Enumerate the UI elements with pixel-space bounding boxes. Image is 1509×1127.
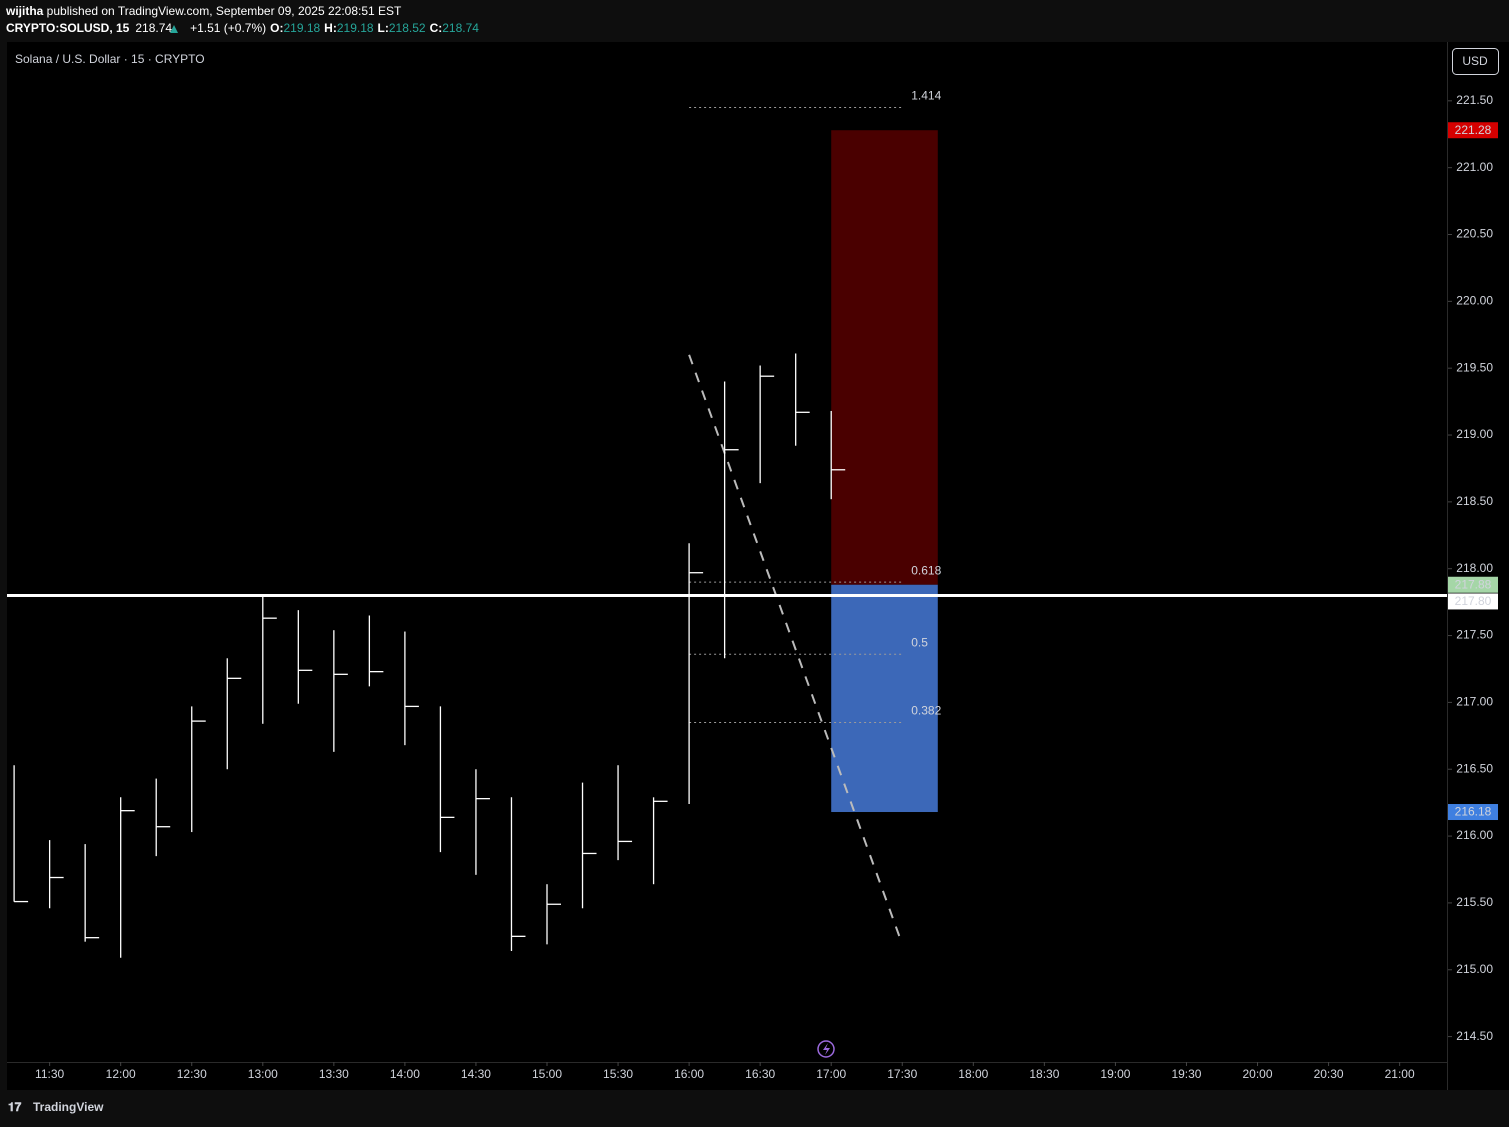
y-tick-label: 219.00 [1456,427,1493,441]
x-tick-label: 12:30 [177,1067,207,1081]
y-tick-label: 216.00 [1456,828,1493,842]
x-tick-label: 18:00 [958,1067,988,1081]
x-tick-label: 11:30 [35,1067,64,1081]
x-tick-label: 20:00 [1243,1067,1273,1081]
x-tick-label: 12:00 [106,1067,136,1081]
x-tick-label: 19:30 [1171,1067,1201,1081]
y-tick-label: 217.00 [1456,695,1493,709]
symbol-line: CRYPTO:SOLUSD, 15 218.74 +1.51 (+0.7%) O:21… [6,21,479,35]
currency[interactable]: USD [1462,54,1488,68]
price-badge-label: 216.18 [1455,805,1492,819]
high-label: H: [324,21,337,35]
price-badge-label: 217.88 [1455,577,1492,591]
x-tick-label: 20:30 [1314,1067,1344,1081]
open-value: 219.18 [283,21,320,35]
y-tick-label: 218.00 [1456,561,1493,575]
x-tick-label: 15:00 [532,1067,562,1081]
x-tick-label: 21:00 [1385,1067,1415,1081]
last-price: 218.74 [135,21,172,35]
target-zone [831,584,938,813]
y-tick-label: 221.50 [1456,93,1493,107]
publish-line: wijitha published on TradingView.com, Se… [5,4,402,18]
y-tick-label: 215.00 [1456,962,1493,976]
y-tick-label: 217.50 [1456,628,1493,642]
events-icon-bolt [823,1043,830,1055]
price-axis [1448,42,1509,1090]
x-tick-label: 14:30 [461,1067,491,1081]
close-label: C: [430,21,443,35]
x-tick-label: 17:00 [816,1067,846,1081]
low-value: 218.52 [389,21,426,35]
x-tick-label: 16:30 [745,1067,775,1081]
y-tick-label: 220.50 [1456,227,1493,241]
y-tick-label: 216.50 [1456,761,1493,775]
x-tick-label: 16:00 [674,1067,704,1081]
price-badge-label: 221.28 [1455,123,1492,137]
fib-label: 0.382 [911,704,941,718]
x-tick-label: 13:00 [248,1067,278,1081]
x-tick-label: 13:30 [319,1067,349,1081]
symbol: CRYPTO:SOLUSD, 15 [6,21,130,35]
chart-area [7,42,1447,1090]
price-badge [1448,576,1498,593]
events-icon[interactable] [817,1040,835,1058]
y-tick-label: 219.50 [1456,360,1493,374]
price-badge [1448,804,1498,821]
fib-label: 0.618 [911,563,941,577]
x-tick-label: 14:00 [390,1067,420,1081]
x-tick-label: 15:30 [603,1067,633,1081]
x-tick-label: 18:30 [1029,1067,1059,1081]
up-arrow [170,25,178,33]
high-value: 219.18 [337,21,374,35]
brand: TradingView [33,1100,104,1114]
price-badge [1448,593,1498,610]
price-badge [1448,122,1498,139]
published: published on TradingView.com, September … [43,4,402,18]
price-badge-label: 217.80 [1455,594,1492,608]
open-label: O: [270,21,283,35]
fib-label: 0.5 [911,635,928,649]
low-label: L: [378,21,389,35]
y-tick-label: 214.50 [1456,1029,1493,1043]
x-tick-label: 19:00 [1100,1067,1130,1081]
y-tick-label: 218.50 [1456,494,1493,508]
logo-mark: 𝟏𝟕 [8,1100,22,1114]
y-tick-label: 215.50 [1456,895,1493,909]
y-tick-label: 221.00 [1456,160,1493,174]
stop-zone [831,130,938,585]
fib-label: 1.414 [911,89,941,103]
x-tick-label: 17:30 [887,1067,917,1081]
currency-button[interactable] [1452,48,1499,75]
user: wijitha [5,4,44,18]
chart-title: Solana / U.S. Dollar · 15 · CRYPTO [15,52,205,66]
y-tick-label: 220.00 [1456,294,1493,308]
change: +1.51 (+0.7%) [190,21,266,35]
close-value: 218.74 [442,21,479,35]
